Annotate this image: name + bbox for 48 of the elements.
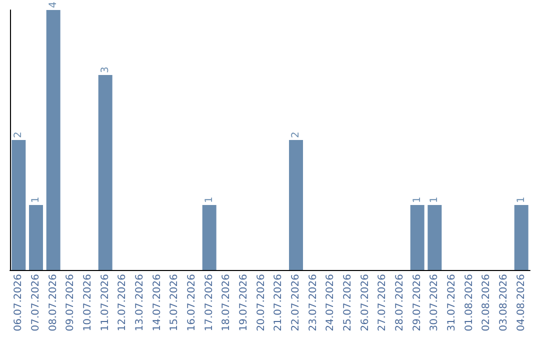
x-tick-label: 30.07.2026 xyxy=(429,274,440,332)
x-tick-label: 28.07.2026 xyxy=(394,274,406,332)
x-tick-label: 27.07.2026 xyxy=(377,274,388,332)
x-tick-label: 25.07.2026 xyxy=(342,274,354,332)
x-tick-label: 18.07.2026 xyxy=(221,274,232,332)
data-label: 1 xyxy=(412,196,423,203)
data-label: 1 xyxy=(30,196,42,203)
data-label: 1 xyxy=(516,196,527,203)
x-tick-label: 02.08.2026 xyxy=(481,274,492,332)
x-tick-label: 23.07.2026 xyxy=(308,274,319,332)
bar xyxy=(514,205,528,270)
x-tick-label: 04.08.2026 xyxy=(516,274,527,332)
x-tick-label: 03.08.2026 xyxy=(498,274,510,332)
x-tick-label: 26.07.2026 xyxy=(360,274,371,332)
data-label: 2 xyxy=(290,132,302,138)
x-tick-label: 13.07.2026 xyxy=(134,274,146,332)
x-tick-label: 21.07.2026 xyxy=(273,274,284,332)
data-label: 4 xyxy=(48,2,59,8)
x-tick-label: 11.07.2026 xyxy=(100,274,111,332)
data-label: 3 xyxy=(100,66,111,73)
bar xyxy=(410,205,424,270)
x-tick-label: 16.07.2026 xyxy=(186,274,198,332)
data-label: 1 xyxy=(429,196,440,203)
x-tick-label: 08.07.2026 xyxy=(48,274,59,332)
x-tick-label: 17.07.2026 xyxy=(204,274,215,332)
x-tick-label: 15.07.2026 xyxy=(169,274,180,332)
x-tick-label: 07.07.2026 xyxy=(30,274,42,332)
bar xyxy=(289,140,303,270)
x-tick-label: 06.07.2026 xyxy=(13,274,24,332)
data-label: 1 xyxy=(204,196,215,203)
x-tick-label: 29.07.2026 xyxy=(412,274,423,332)
bar xyxy=(46,10,60,270)
bar xyxy=(202,205,216,270)
bar xyxy=(428,205,442,270)
bar xyxy=(29,205,43,270)
data-label: 2 xyxy=(13,132,24,138)
x-tick-label: 01.08.2026 xyxy=(464,274,475,332)
x-tick-label: 22.07.2026 xyxy=(290,274,302,332)
x-tick-label: 10.07.2026 xyxy=(82,274,94,332)
x-tick-label: 09.07.2026 xyxy=(65,274,76,332)
x-tick-label: 31.07.2026 xyxy=(446,274,458,332)
x-tick-label: 12.07.2026 xyxy=(117,274,128,332)
bar xyxy=(98,75,112,270)
x-tick-label: 24.07.2026 xyxy=(325,274,336,332)
x-tick-label: 14.07.2026 xyxy=(152,274,163,332)
x-tick-label: 19.07.2026 xyxy=(238,274,250,332)
x-tick-label: 20.07.2026 xyxy=(256,274,267,332)
bar xyxy=(12,140,26,270)
